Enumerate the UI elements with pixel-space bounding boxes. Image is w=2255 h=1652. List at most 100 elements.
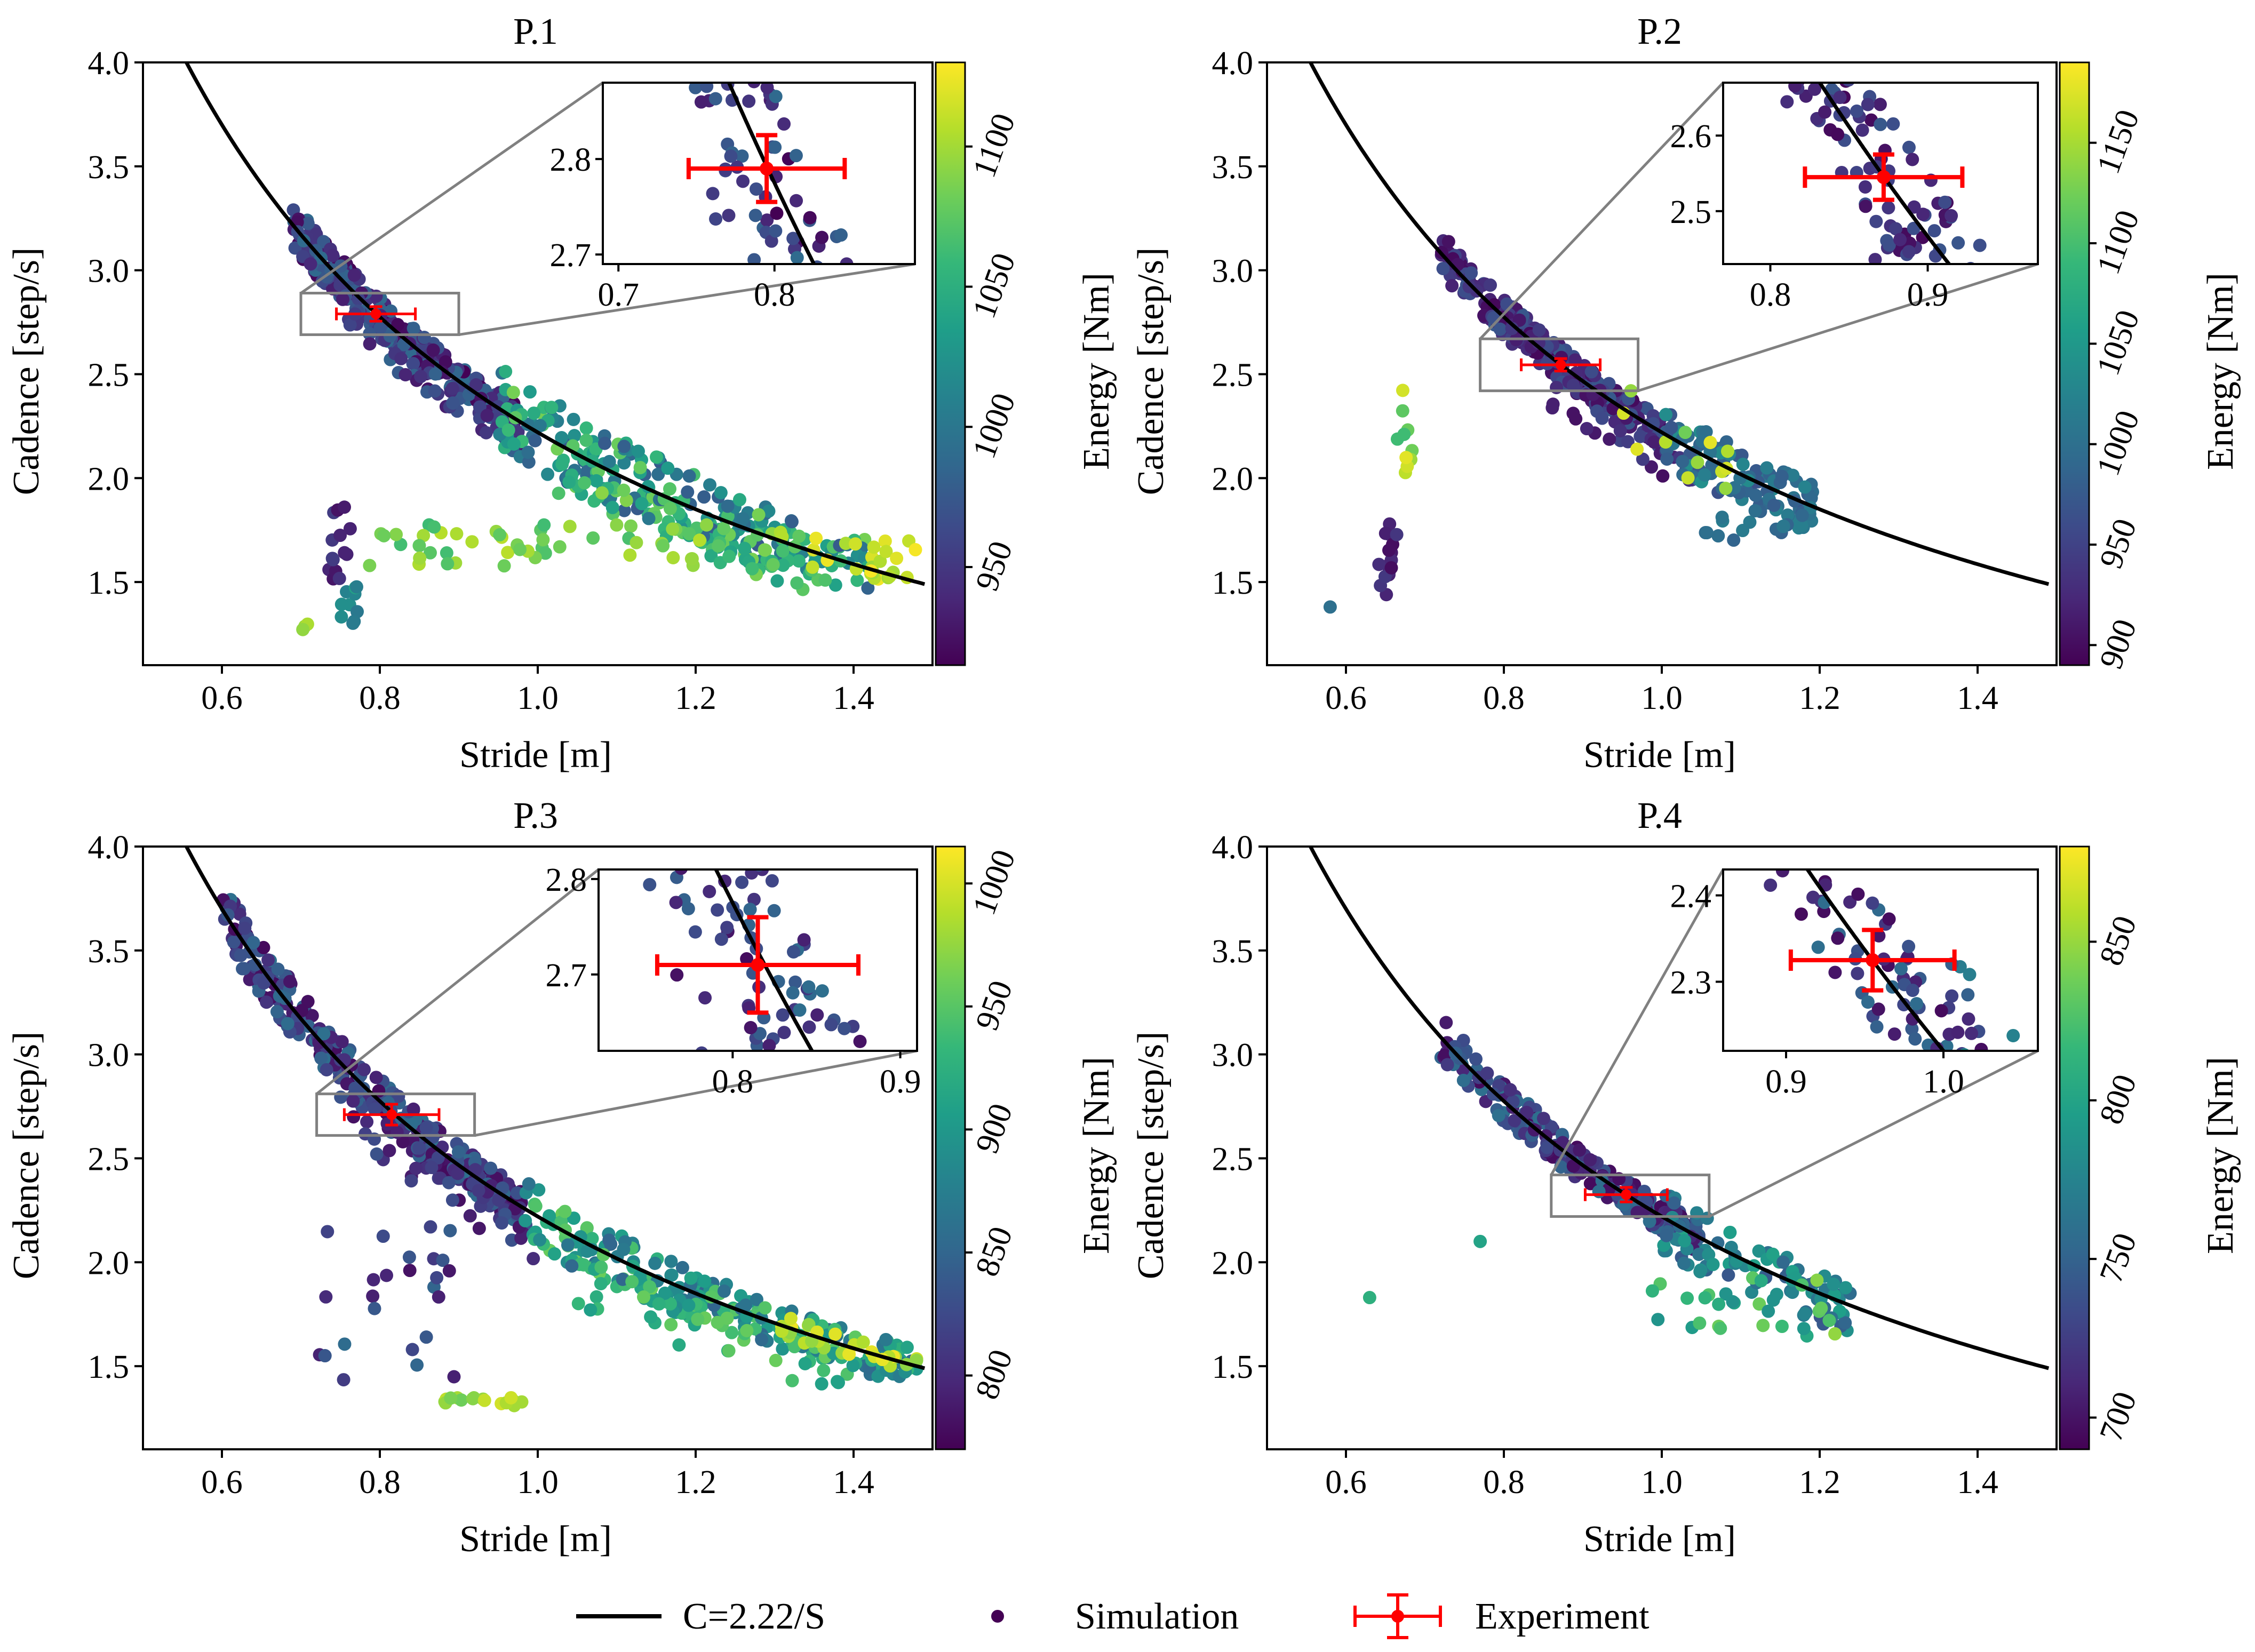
scatter-point [1566,378,1580,392]
scatter-point [776,544,790,558]
inset-scatter-point [1818,105,1832,119]
scatter-point [586,531,600,545]
scatter-point [1520,1106,1534,1120]
zoom-box [1550,1174,1711,1218]
scatter-point [1760,461,1774,475]
scatter-point [1660,1228,1674,1242]
panel-p3-inset: 0.8 0.9 2.7 2.8 [546,862,921,1100]
scatter-point [321,1225,334,1239]
panel-p1-xlabel: Stride [m] [459,735,612,776]
scatter-point [440,546,453,560]
panel-p2-points [1323,234,1819,614]
scatter-point [1795,518,1808,532]
inset-x-tick-label: 1.0 [1923,1064,1964,1100]
x-tick-label: 0.6 [201,680,243,716]
scatter-point [501,423,515,437]
y-tick-label: 2.0 [1212,461,1254,497]
scatter-point [428,384,442,398]
scatter-point [497,559,511,573]
scatter-point [547,1247,561,1261]
scatter-point [1749,488,1763,502]
scatter-point [856,1335,870,1349]
inset-scatter-point [1870,1020,1884,1034]
legend-simulation-label: Simulation [1075,1596,1239,1637]
panel-p1-plot: 0.6 0.8 1.0 1.2 1.4 1.5 2.0 2.5 3.0 3.5 4.0 950 1000… [88,45,1023,716]
inset-scatter-point [802,980,816,994]
scatter-point [445,1193,459,1207]
inset-scatter-point [1861,995,1875,1009]
fit-curve [1308,62,2050,586]
scatter-point [1828,1327,1842,1341]
experiment-errorbar [342,1103,441,1127]
zoom-box [315,1092,476,1137]
scatter-point [717,1284,731,1298]
scatter-point [541,467,555,481]
inset-scatter-point [765,874,779,888]
legend-experiment-marker [1353,1593,1442,1639]
scatter-point [234,948,248,962]
scatter-point [682,469,696,483]
scatter-point [479,426,493,440]
inset-scatter-point [748,209,762,222]
scatter-point [578,476,592,490]
scatter-point [589,1290,603,1304]
scatter-point [405,1343,419,1356]
inset-scatter-point [1780,95,1794,109]
scatter-point [1766,1247,1780,1261]
panel-p2: P.2 0.6 0.8 1.0 1.2 1.4 1.5 2.0 2.5 3.0 3.5 4.0 900… [1130,11,2241,776]
scatter-point [594,1276,608,1290]
zoom-box [299,292,460,336]
inset-scatter-point [1951,236,1965,250]
scatter-point [445,381,459,395]
scatter-point [815,1377,828,1391]
inset-frame [1722,868,2039,1052]
inset-scatter-point [1831,127,1845,141]
scatter-point [304,257,317,271]
inset-scatter-point [764,234,778,248]
scatter-point [430,1271,444,1284]
inset-frame [602,82,916,265]
x-tick-label: 0.8 [1483,680,1525,716]
inset-y-tick-label: 2.8 [546,862,587,898]
scatter-point [1645,460,1659,474]
inset-frame [597,868,918,1052]
scatter-point [441,557,455,571]
inset-scatter-point [1889,222,1903,236]
scatter-point [1399,451,1413,465]
scatter-point [360,1115,374,1129]
scatter-point [682,1298,696,1312]
scatter-point [1441,235,1455,249]
scatter-point [466,1392,480,1406]
scatter-point [558,1204,572,1218]
scatter-point [1775,469,1789,483]
inset-scatter-point [834,228,848,242]
x-tick-label: 1.4 [1957,680,1998,716]
scatter-point [1390,528,1404,541]
inset-scatter-point [1868,253,1882,264]
y-tick-label: 3.0 [88,1038,130,1074]
inset-scatter-point [1833,91,1847,105]
inset-scatter-point [703,884,716,898]
colorbar-tick-label: 900 [2093,614,2144,674]
scatter-point [1396,404,1409,418]
inset-scatter-point [708,92,722,106]
scatter-point [1362,1291,1376,1305]
panel-p1-ylabel: Cadence [step/s] [6,248,47,496]
scatter-point [347,1110,361,1124]
scatter-point [334,610,348,624]
scatter-point [261,953,275,967]
scatter-point [567,412,580,426]
scatter-point [1397,427,1411,441]
y-tick-label: 2.5 [88,357,130,393]
inset-connector [1479,82,1724,340]
inset-scatter-point [722,209,736,222]
inset-scatter-point [1908,1032,1922,1046]
scatter-point [334,1090,348,1104]
scatter-point [769,1353,783,1367]
scatter-point [1439,1016,1453,1029]
scatter-point [828,578,842,592]
scatter-point [755,1332,769,1346]
scatter-point [1748,504,1762,518]
inset-scatter-point [1961,988,1975,1002]
scatter-point [1776,1255,1790,1269]
